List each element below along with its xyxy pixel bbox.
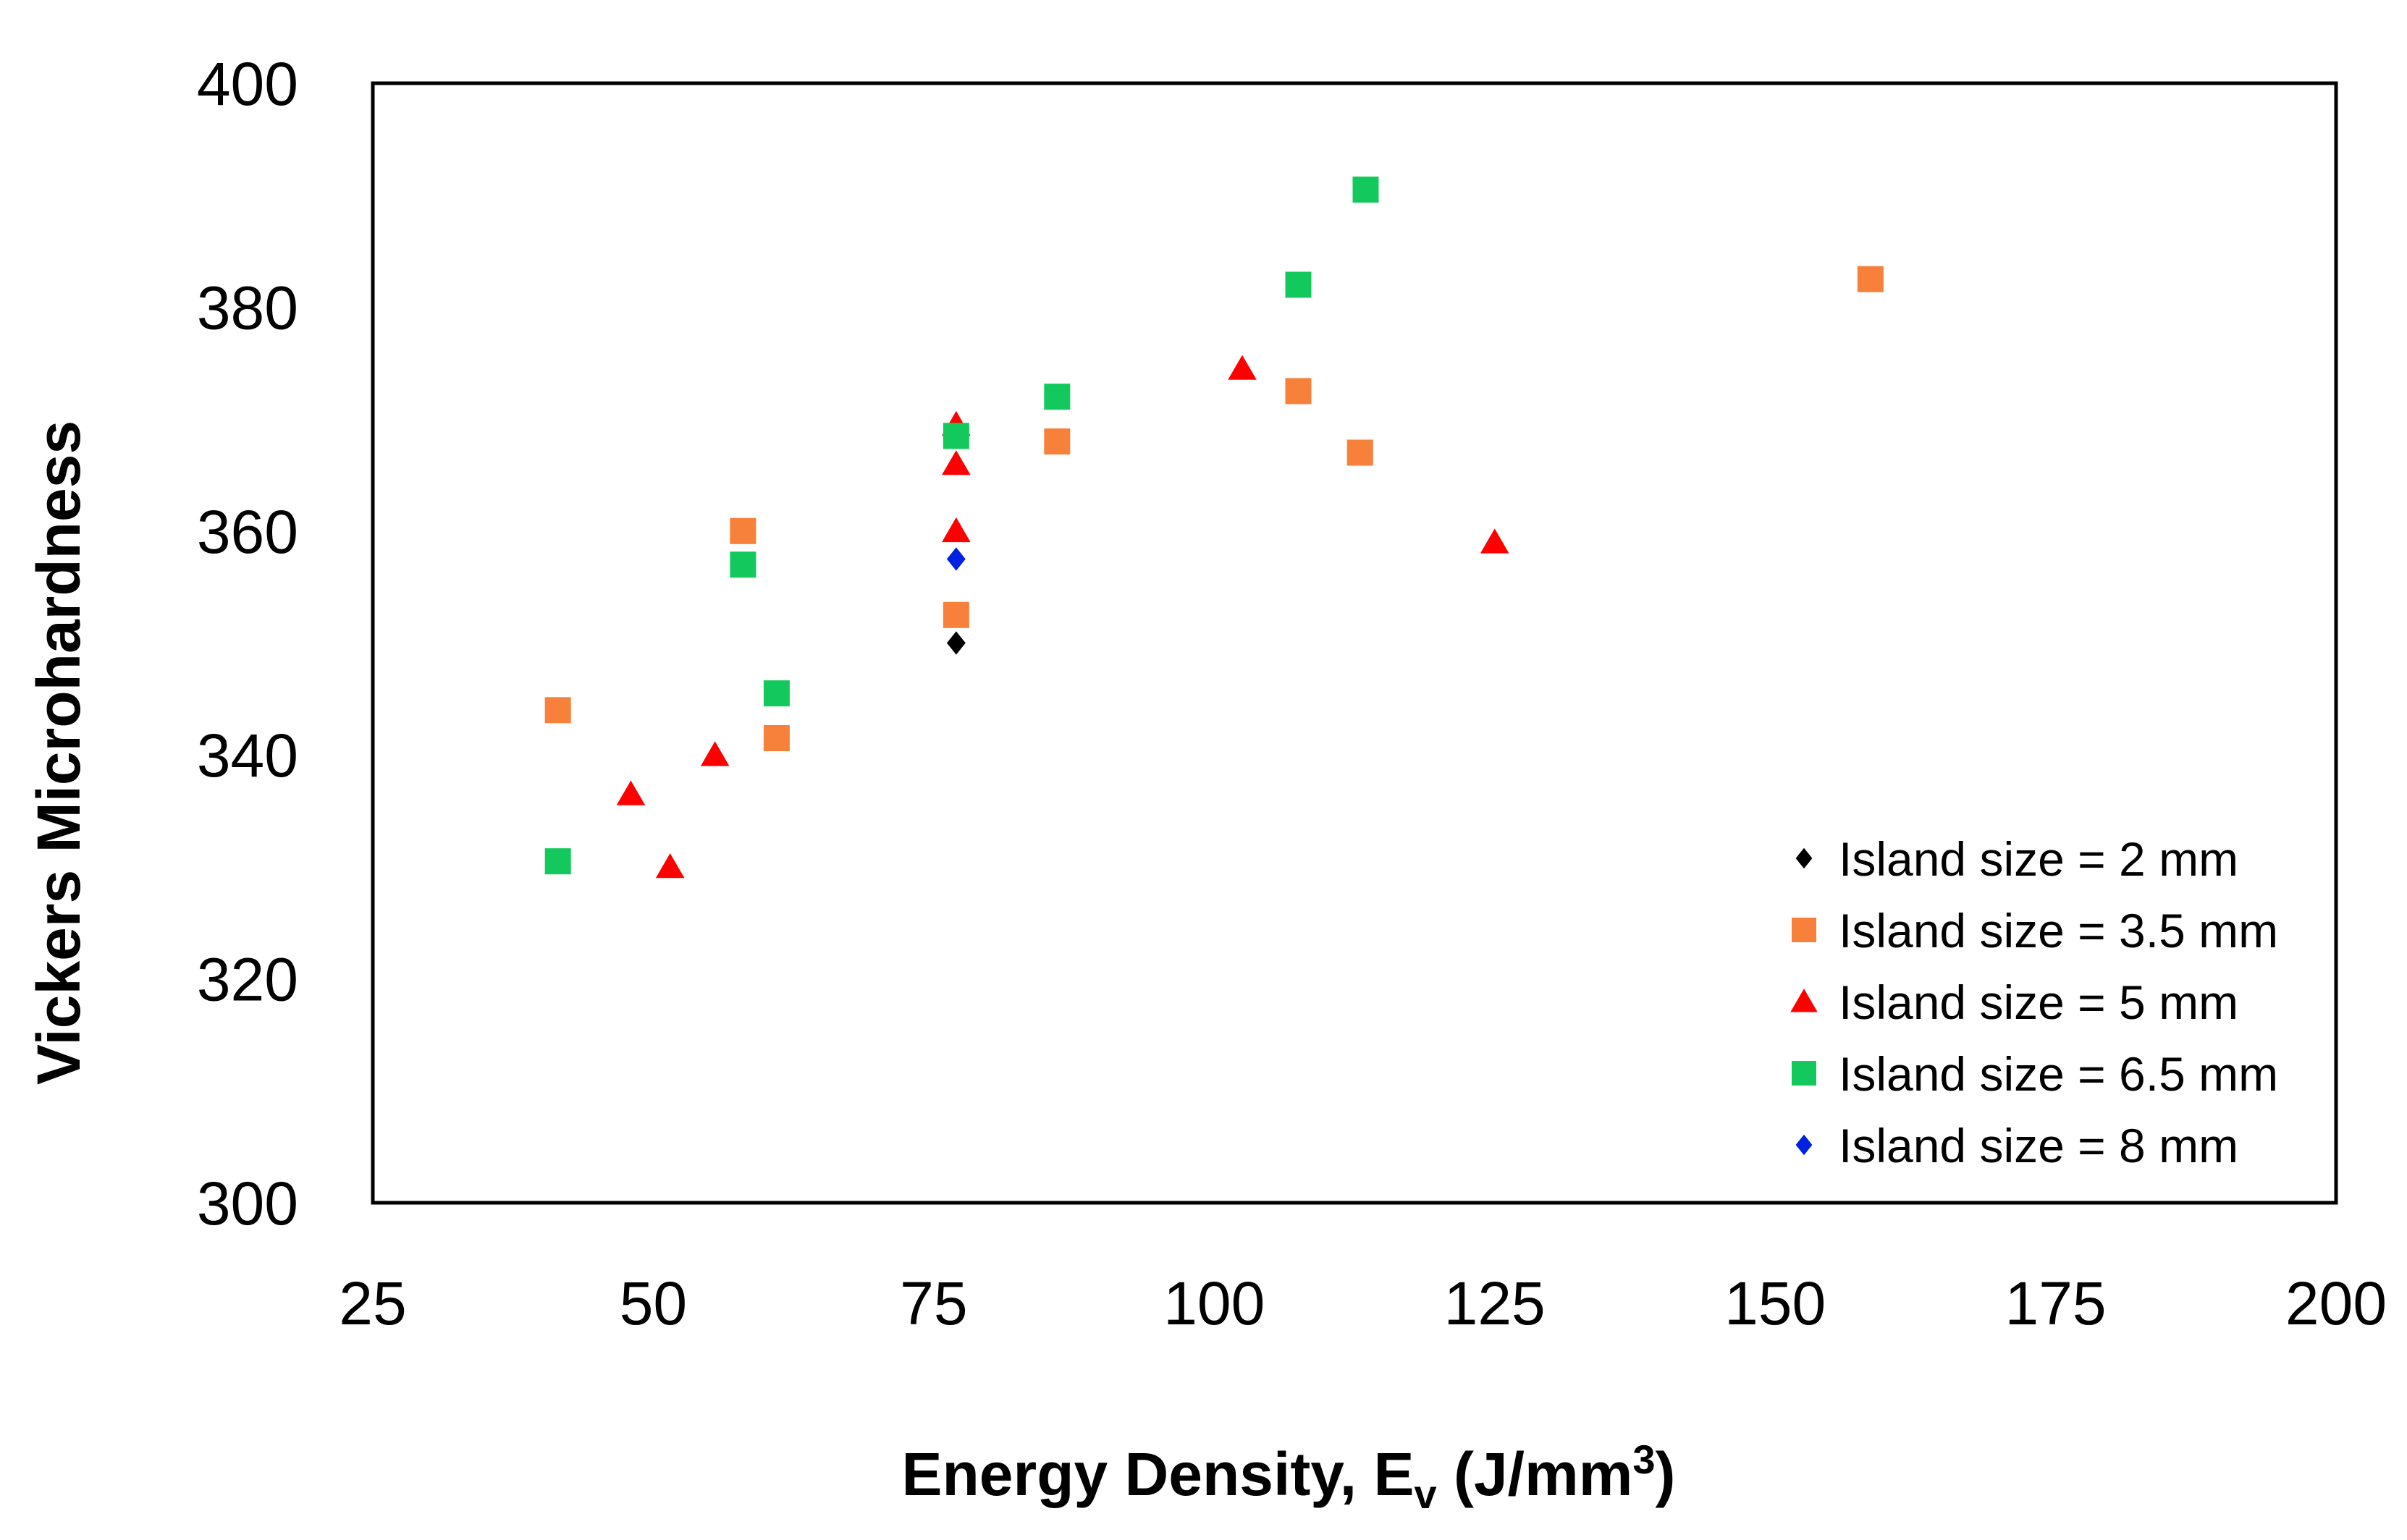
x-tick-label: 25 (339, 1269, 406, 1337)
data-point-series-1-3 (943, 601, 969, 628)
data-point-series-4-0 (946, 547, 966, 571)
legend-label-0: Island size = 2 mm (1839, 832, 2238, 886)
data-point-series-1-7 (1857, 266, 1884, 292)
y-tick-label: 400 (197, 50, 298, 118)
x-axis-title: Energy Density, Ev (J/mm3) (901, 1437, 1675, 1517)
data-point-series-3-0 (544, 848, 571, 875)
legend-marker-0 (1795, 847, 1813, 869)
x-tick-label: 100 (1163, 1269, 1265, 1337)
data-point-series-1-2 (763, 724, 790, 751)
data-point-series-3-1 (730, 551, 756, 578)
y-tick-label: 360 (197, 498, 298, 566)
y-tick-labels: 300 320 340 360 380 400 (197, 50, 298, 1238)
x-axis-title-sup: 3 (1632, 1437, 1655, 1482)
x-tick-label: 50 (620, 1269, 687, 1337)
data-point-series-3-5 (1285, 271, 1312, 298)
data-point-series-1-0 (544, 697, 571, 724)
x-axis-title-unit-pre: (J/mm (1437, 1440, 1633, 1508)
x-tick-label: 75 (900, 1269, 967, 1337)
legend-label-4: Island size = 8 mm (1839, 1119, 2238, 1172)
x-axis-title-main: Energy Density, E (901, 1440, 1414, 1508)
legend-marker-3 (1792, 1061, 1816, 1086)
x-tick-label: 150 (1724, 1269, 1826, 1337)
x-axis-title-sub: v (1414, 1471, 1436, 1517)
data-point-series-3-6 (1352, 176, 1379, 203)
plot-area (371, 81, 2338, 1205)
y-tick-label: 320 (197, 946, 298, 1014)
data-point-series-2-4 (942, 450, 971, 475)
data-point-series-2-6 (1228, 355, 1257, 380)
legend-label-2: Island size = 5 mm (1839, 976, 2238, 1029)
legend-marker-2 (1790, 989, 1818, 1012)
y-tick-label: 380 (197, 274, 298, 342)
legend: Island size = 2 mm Island size = 3.5 mm Is… (1790, 832, 2278, 1172)
data-point-series-2-7 (1480, 528, 1509, 554)
data-point-series-3-2 (763, 680, 790, 707)
data-point-series-1-1 (730, 517, 756, 544)
data-point-series-2-0 (616, 780, 646, 805)
data-point-series-2-5 (942, 517, 971, 543)
y-tick-label: 300 (197, 1169, 298, 1238)
data-point-series-1-4 (1044, 428, 1071, 455)
data-points (544, 176, 1884, 879)
data-point-series-0-0 (946, 631, 966, 655)
data-point-series-3-3 (943, 423, 969, 449)
legend-label-3: Island size = 6.5 mm (1839, 1047, 2278, 1101)
legend-marker-1 (1792, 918, 1816, 942)
x-tick-label: 175 (2005, 1269, 2106, 1337)
x-tick-labels: 25 50 75 100 125 150 175 200 (339, 1269, 2387, 1337)
data-point-series-2-1 (655, 853, 685, 879)
data-point-series-1-5 (1285, 378, 1312, 405)
legend-marker-4 (1795, 1134, 1813, 1156)
x-tick-label: 200 (2285, 1269, 2387, 1337)
data-point-series-1-6 (1346, 439, 1373, 466)
x-tick-label: 125 (1444, 1269, 1546, 1337)
y-axis-title: Vickers Microhardness (25, 420, 93, 1085)
data-point-series-2-2 (700, 741, 730, 766)
legend-label-1: Island size = 3.5 mm (1839, 904, 2278, 957)
x-axis-title-unit-post: ) (1656, 1440, 1676, 1508)
data-point-series-3-4 (1044, 384, 1071, 410)
y-tick-label: 340 (197, 722, 298, 790)
